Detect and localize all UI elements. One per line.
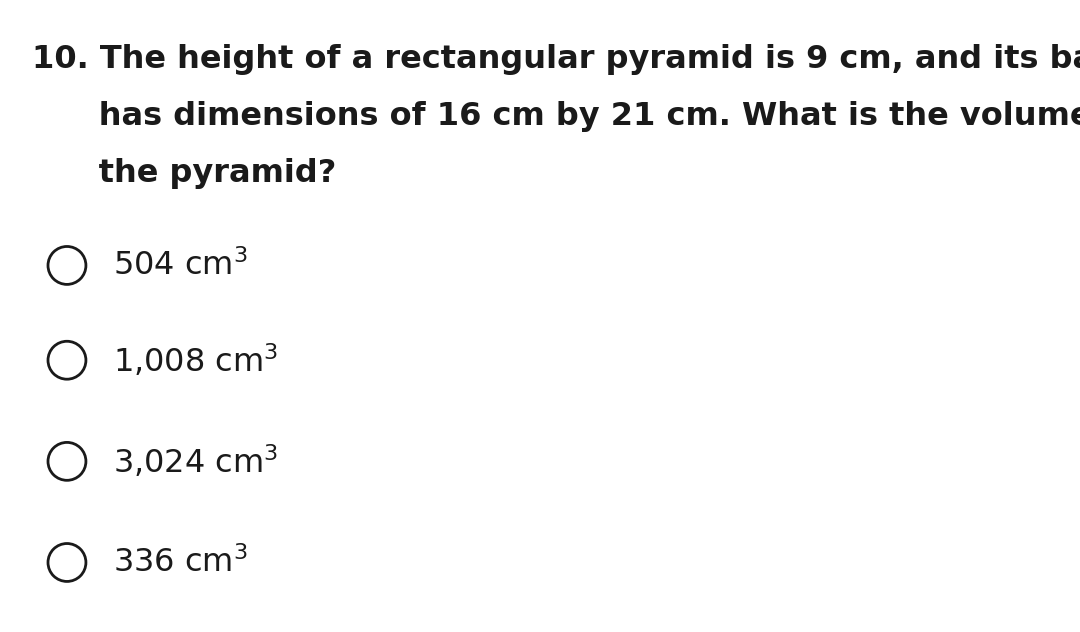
Text: 10. The height of a rectangular pyramid is 9 cm, and its base: 10. The height of a rectangular pyramid … [32, 44, 1080, 75]
Text: the pyramid?: the pyramid? [32, 158, 337, 189]
Text: has dimensions of 16 cm by 21 cm. What is the volume of: has dimensions of 16 cm by 21 cm. What i… [32, 101, 1080, 132]
Text: 504 cm$^3$: 504 cm$^3$ [113, 249, 248, 282]
Text: 1,008 cm$^3$: 1,008 cm$^3$ [113, 342, 279, 379]
Text: 3,024 cm$^3$: 3,024 cm$^3$ [113, 443, 279, 480]
Text: 336 cm$^3$: 336 cm$^3$ [113, 546, 248, 579]
